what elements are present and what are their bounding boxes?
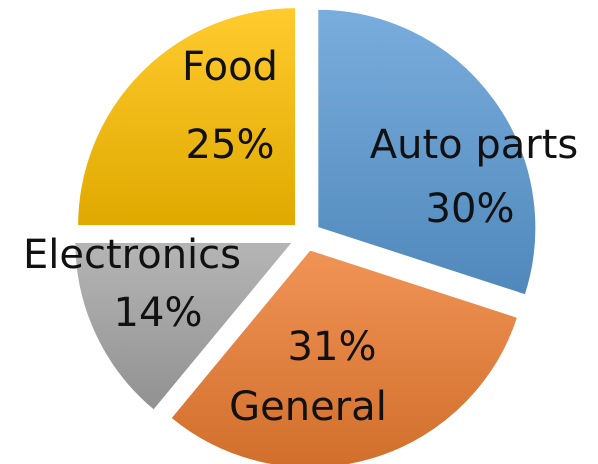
slice-value-label-general: 31% [288,324,377,370]
slice-name-label-electronics: Electronics [23,232,241,278]
pie-slices [73,6,538,464]
pie-slice-food [76,6,298,228]
pie-slice-auto-parts [316,7,538,297]
slice-name-label-auto-parts: Auto parts [370,122,578,168]
slice-value-label-auto-parts: 30% [426,186,515,232]
slice-value-label-food: 25% [186,122,275,168]
pie-slice-electronics [73,240,296,413]
slice-value-label-electronics: 14% [114,290,203,336]
pie-slice-general [168,248,520,464]
slice-name-label-food: Food [182,44,278,90]
pie-labels: Auto parts 30% General 31% Electronics 14% Foo… [23,44,578,430]
slice-name-label-general: General [229,384,387,430]
